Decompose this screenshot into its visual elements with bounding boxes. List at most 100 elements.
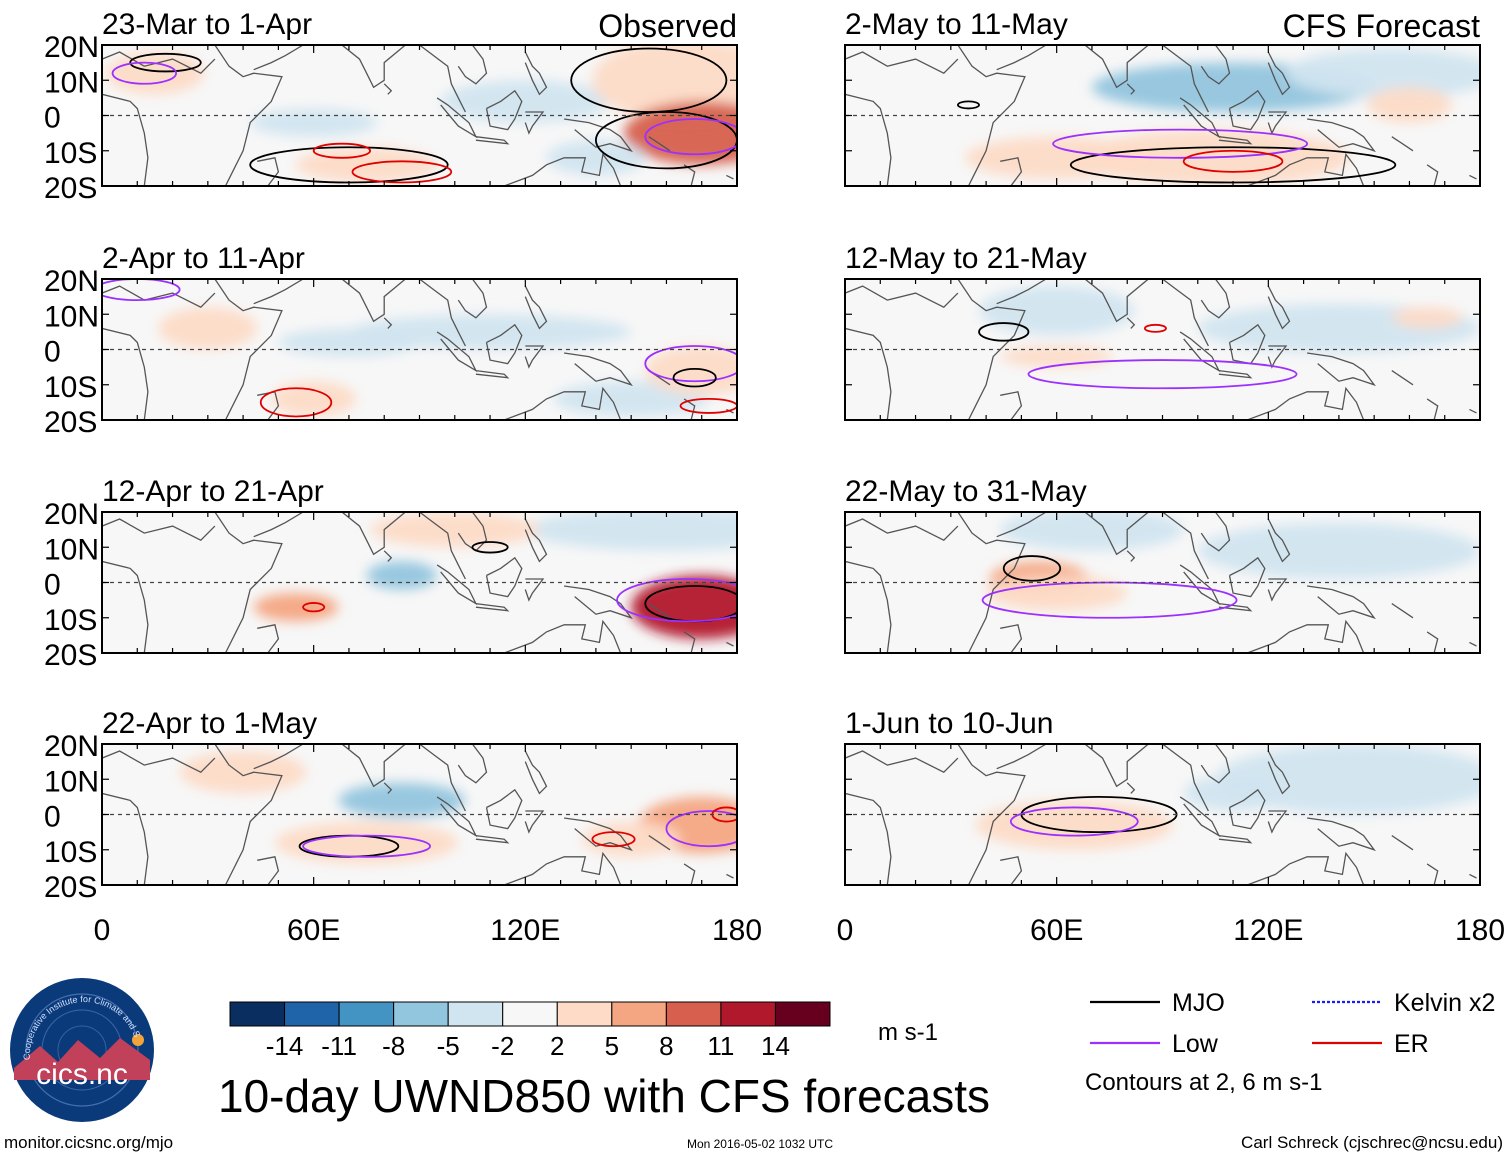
colorbar-swatch [720,1001,776,1027]
coastline [524,285,548,330]
y-tick-label: 0 [44,801,61,834]
contour-line [644,345,737,383]
x-axes: 0 60E 120E 180 0 60E 120E 180 [94,914,1505,947]
coastline [102,93,149,186]
coastline [1200,45,1231,85]
coastline [957,512,1026,653]
footer-timestamp: Mon 2016-05-02 1032 UTC [687,1137,833,1151]
y-tick-label: 10N [44,300,99,333]
coastline [648,603,671,619]
coastline [524,750,548,795]
coastline [102,285,216,308]
coastline [996,45,1047,71]
coastline [845,750,959,773]
panel-title: 22-May to 31-May [845,475,1087,508]
coastline [485,788,523,830]
contour-note: Contours at 2, 6 m s-1 [1085,1069,1322,1096]
contour-line [616,578,737,623]
coastline [845,327,892,420]
coastline [383,550,393,562]
anomaly-blob [624,101,737,165]
coastline [214,512,283,653]
coastline [1126,782,1136,794]
coastline [524,51,548,96]
colorbar-tick-label: 11 [707,1031,734,1061]
coastline [1268,498,1272,505]
coastline [1218,369,1253,379]
coastline [996,279,1047,305]
logo-ring-outer [25,993,139,1107]
shading-layer [253,512,737,639]
contour-line [595,111,737,170]
y-tick-label: 10N [44,66,99,99]
colorbar-tick-label: -2 [491,1031,514,1061]
x-tick-label: 120E [490,914,560,947]
y-tick-label: 10S [44,137,97,170]
y-tick-label: 10N [44,533,99,566]
coastline [1200,744,1231,784]
anomaly-blob [105,52,205,95]
coastline [1218,834,1253,844]
footer-author: Carl Schreck (cjschrec@ncsu.edu) [1241,1133,1503,1152]
x-tick-label: 120E [1233,914,1303,947]
coastline [253,279,304,305]
coastline [1307,118,1376,153]
contour-line [259,387,333,418]
anomaly-blob [631,575,737,639]
coastline [1267,810,1288,834]
shading-layer [979,286,1480,368]
coastline [1000,391,1023,420]
legend-label: Low [1172,1030,1219,1058]
coastline [102,518,216,541]
panel-title: 12-Apr to 21-Apr [102,475,324,508]
coastline [1126,83,1136,95]
contour-line [1182,149,1284,173]
x-tick-label: 180 [712,914,762,947]
anomaly-blob [1000,512,1184,551]
coastline [503,851,622,885]
column-label-observed: Observed [598,8,737,44]
coastline [253,45,304,71]
coastline [1162,279,1209,347]
coastline [683,863,696,885]
panel-title: 22-Apr to 1-May [102,707,317,740]
anomaly-blob [271,381,356,417]
panel-title: 2-Apr to 11-Apr [102,242,305,275]
coastline [1228,89,1266,131]
coastline [1084,744,1149,788]
contour-line [111,61,177,85]
x-tick-label: 60E [1030,914,1083,947]
colorbar-swatch [393,1001,449,1027]
coastline [1162,512,1209,580]
coastline [475,369,510,379]
colorbar-tick-label: -5 [437,1031,460,1061]
y-tick-label: 20N [44,498,99,531]
coastline [1162,45,1209,113]
coastline [475,834,510,844]
y-tick-label: 0 [44,102,61,135]
x-tick-label: 60E [287,914,340,947]
coastline [1000,856,1023,885]
anomaly-blob [979,286,1135,336]
contour-line [1143,323,1167,333]
coastline [1126,550,1136,562]
coastline [1084,45,1149,89]
coastline [485,323,523,365]
contour-line [644,118,737,156]
coastline [525,498,529,505]
y-tick-label: 20N [44,730,99,763]
coastline [1267,750,1291,795]
colorbar-swatch [338,1001,395,1027]
coastline [253,512,304,538]
coastline [457,279,488,319]
anomaly-blob [370,512,540,548]
coastline [1307,817,1376,852]
coastline [957,279,1026,420]
x-tick-label: 0 [837,914,854,947]
colorbar-swatch [774,1001,831,1027]
coastline [1162,744,1209,812]
footer-url: monitor.cicsnc.org/mjo [4,1133,173,1152]
